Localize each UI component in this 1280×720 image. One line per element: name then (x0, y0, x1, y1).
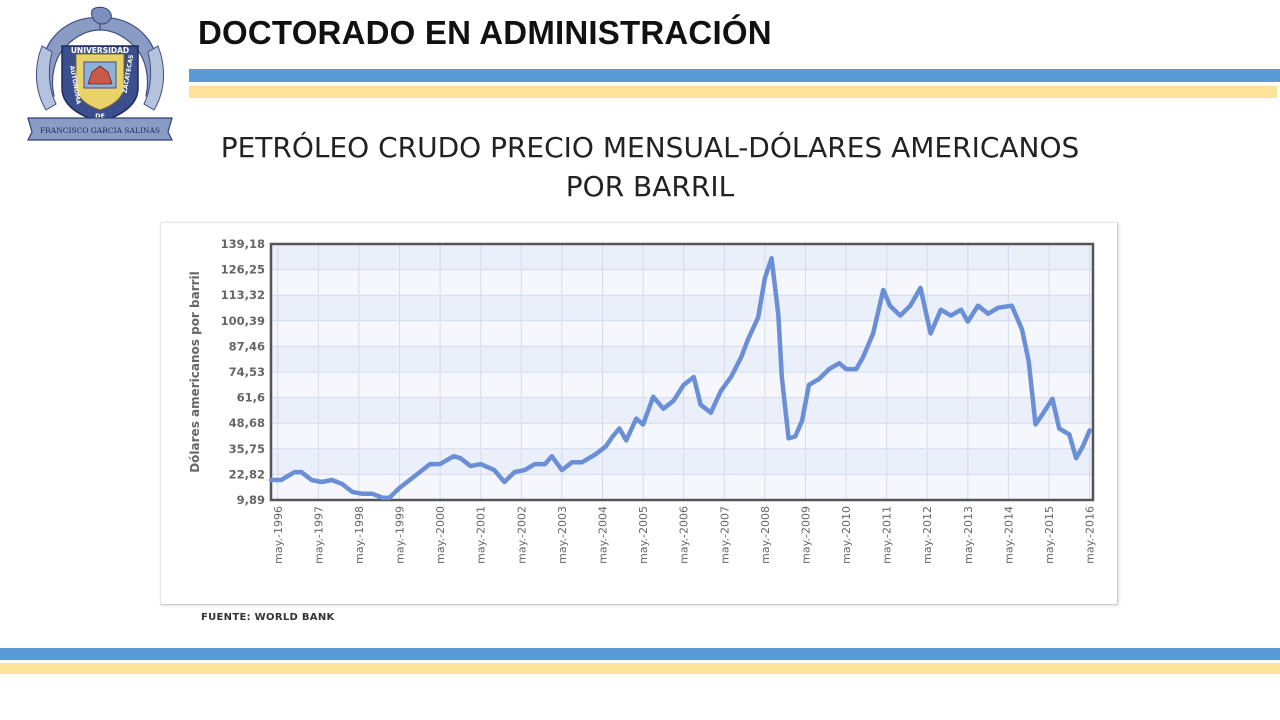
x-tick-label: may.-1997 (312, 506, 325, 564)
x-tick-label: may.-2016 (1084, 506, 1097, 564)
x-tick-label: may.-2015 (1043, 506, 1056, 564)
x-tick-label: may.-2002 (515, 506, 528, 564)
x-tick-label: may.-2004 (597, 506, 610, 564)
x-tick-label: may.-2012 (921, 506, 934, 564)
logo-text-top: UNIVERSIDAD (71, 46, 129, 55)
plot-band (271, 295, 1093, 321)
x-tick-label: may.-2001 (475, 506, 488, 564)
oil-price-chart: 139,18 126,25 113,32 100,39 87,46 74,53 61,6 48… (188, 237, 1097, 564)
header-title: DOCTORADO EN ADMINISTRACIÓN (198, 14, 772, 51)
x-tick-label: may.-2010 (840, 506, 853, 564)
x-tick-label: may.-2000 (434, 506, 447, 564)
plot-band (271, 244, 1093, 270)
top-blue-stripe (189, 69, 1280, 82)
y-tick-label: 100,39 (221, 314, 265, 328)
x-tick-label: may.-2005 (637, 506, 650, 564)
y-tick-label: 35,75 (229, 442, 265, 456)
y-tick-label: 74,53 (229, 365, 265, 379)
price-series-line (268, 255, 1092, 501)
x-tick-label: may.-2013 (962, 506, 975, 564)
y-tick-label: 113,32 (221, 288, 265, 302)
logo-ribbon-text: FRANCISCO GARCIA SALINAS (40, 126, 160, 135)
x-tick-label: may.-1999 (394, 506, 407, 564)
x-tick-label: may.-2009 (799, 506, 812, 564)
source-note: FUENTE: WORLD BANK (201, 612, 335, 623)
plot-band (271, 448, 1093, 475)
slide-title-line-2: POR BARRIL (565, 170, 735, 203)
chart-frame: 139,18 126,25 113,32 100,39 87,46 74,53 61,6 48… (160, 222, 1118, 605)
x-tick-label: may.-2008 (759, 506, 772, 564)
x-tick-label: may.-2007 (718, 506, 731, 564)
slide-title: PETRÓLEO CRUDO PRECIO MENSUAL-DÓLARES AM… (180, 128, 1120, 206)
x-tick-label: may.-1998 (353, 506, 366, 564)
plot-band (271, 397, 1093, 424)
y-tick-label: 9,89 (237, 493, 265, 507)
y-tick-label: 87,46 (229, 339, 265, 353)
x-tick-label: may.-2003 (556, 506, 569, 564)
y-tick-label: 126,25 (221, 263, 265, 277)
y-axis-label: Dólares americanos por barril (188, 271, 202, 473)
y-tick-label: 48,68 (229, 416, 265, 430)
x-tick-label: may.-2006 (678, 506, 691, 564)
x-tick-label: may.-2014 (1002, 506, 1015, 564)
top-yellow-stripe (189, 86, 1277, 98)
plot-border (269, 242, 1095, 502)
bottom-yellow-stripe (0, 663, 1280, 674)
x-tick-label: may.-2011 (881, 506, 894, 564)
y-tick-label: 61,6 (237, 391, 265, 405)
university-logo: UNIVERSIDAD AUTONOMA ZACATECAS DE FRANCI… (22, 6, 178, 144)
bottom-blue-stripe (0, 648, 1280, 660)
y-tick-label: 22,82 (229, 467, 265, 481)
slide-title-line-1: PETRÓLEO CRUDO PRECIO MENSUAL-DÓLARES AM… (220, 131, 1080, 164)
y-tick-label: 139,18 (221, 237, 265, 251)
logo-text-de: DE (95, 112, 105, 120)
plot-band (271, 346, 1093, 372)
x-tick-label: may.-1996 (272, 506, 285, 564)
